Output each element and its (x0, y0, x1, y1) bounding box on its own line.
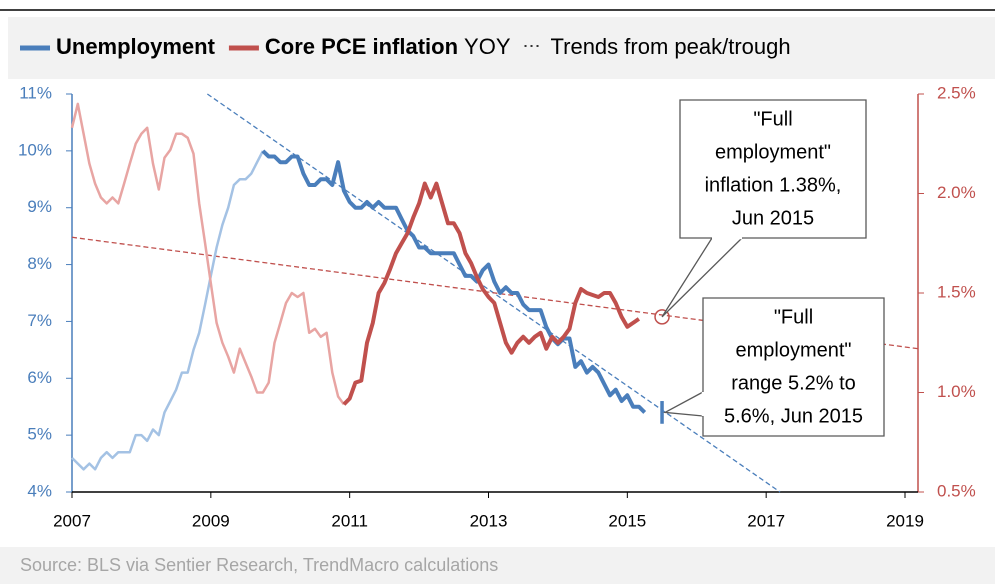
legend-label: Unemployment (56, 34, 216, 59)
footer-band (0, 547, 995, 584)
y2-tick-label: 0.5% (937, 481, 976, 500)
series-line (71, 150, 265, 471)
x-tick-label: 2007 (53, 511, 91, 530)
callout-pointer (662, 391, 704, 417)
annotation-text: "Full (753, 108, 792, 130)
legend-label: Trends from peak/trough (551, 34, 791, 59)
annotation-marker (654, 309, 670, 325)
callout (702, 297, 885, 437)
legend-label: Core PCE inflation (265, 34, 458, 59)
y-tick-label: 9% (27, 197, 52, 216)
series-line (261, 149, 647, 414)
y-tick-label: 11% (19, 83, 52, 102)
y-tick-label: 5% (27, 425, 52, 444)
annotation-text: "Full (774, 306, 813, 328)
series-line (70, 102, 345, 406)
callout-pointer (661, 237, 743, 318)
y-tick-label: 7% (27, 311, 52, 330)
annotation-text: employment" (735, 339, 851, 361)
y2-tick-label: 2.5% (937, 83, 976, 102)
y2-tick-label: 2.0% (937, 183, 976, 202)
x-tick-label: 2013 (470, 511, 508, 530)
y-tick-label: 4% (27, 481, 52, 500)
legend-suffix: YOY (464, 34, 511, 59)
y-tick-label: 10% (18, 140, 52, 159)
legend-band (8, 17, 995, 79)
x-tick-label: 2015 (608, 511, 646, 530)
annotation-text: employment" (715, 141, 831, 163)
annotation-text: 5.6%, Jun 2015 (724, 405, 863, 427)
annotation-text: range 5.2% to (731, 372, 856, 394)
x-tick-label: 2019 (886, 511, 924, 530)
annotation-text: Jun 2015 (732, 207, 814, 229)
x-tick-label: 2009 (192, 511, 230, 530)
annotation-text: inflation 1.38%, (705, 174, 842, 196)
x-tick-label: 2011 (331, 511, 368, 530)
x-tick-label: 2017 (747, 511, 785, 530)
y2-tick-label: 1.5% (937, 282, 976, 301)
y-tick-label: 8% (27, 254, 52, 273)
source: Source: BLS via Sentier Research, TrendM… (20, 555, 498, 575)
series-line (342, 181, 641, 406)
y-tick-label: 6% (27, 368, 52, 387)
callout (679, 99, 867, 239)
y2-tick-label: 1.0% (937, 382, 976, 401)
trend-line (71, 236, 919, 350)
